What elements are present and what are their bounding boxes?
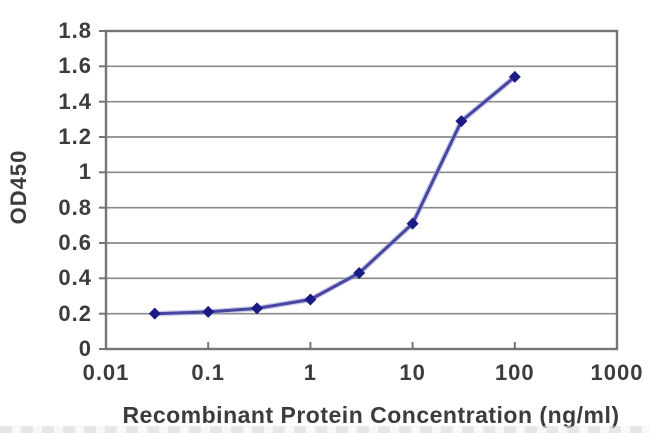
data-point-marker [148, 307, 161, 320]
series-line [154, 75, 516, 316]
y-tick-label: 1.8 [58, 18, 92, 43]
x-tick-label: 1 [303, 360, 318, 385]
data-point-marker [406, 217, 419, 230]
y-tick-label: 1.2 [58, 124, 92, 149]
bottom-artifact-strip [0, 426, 650, 433]
y-tick-label: 0.2 [58, 300, 92, 326]
data-point-marker [304, 293, 317, 306]
y-tick-label: 0 [78, 336, 92, 361]
y-tick-label: 0.6 [58, 230, 92, 255]
y-tick-label: 1 [78, 159, 92, 185]
data-point-marker [508, 70, 521, 83]
x-tick-label: 10 [399, 360, 426, 385]
y-tick-label: 1.6 [58, 53, 92, 79]
y-axis-title: OD450 [6, 149, 31, 225]
data-point-marker [353, 267, 366, 280]
y-tick-label: 0.4 [58, 265, 92, 291]
y-tick-label: 1.4 [58, 88, 92, 114]
data-point-marker [455, 115, 468, 128]
x-tick-label: 100 [494, 360, 535, 385]
x-tick-label: 0.01 [82, 360, 130, 385]
data-point-marker [250, 302, 263, 315]
x-axis-title: Recombinant Protein Concentration (ng/ml… [122, 402, 620, 428]
data-point-marker [202, 305, 215, 318]
y-tick-label: 0.8 [58, 194, 92, 220]
plot-frame [104, 29, 619, 351]
x-tick-label: 0.1 [191, 360, 225, 385]
x-tick-label: 1000 [590, 360, 644, 385]
